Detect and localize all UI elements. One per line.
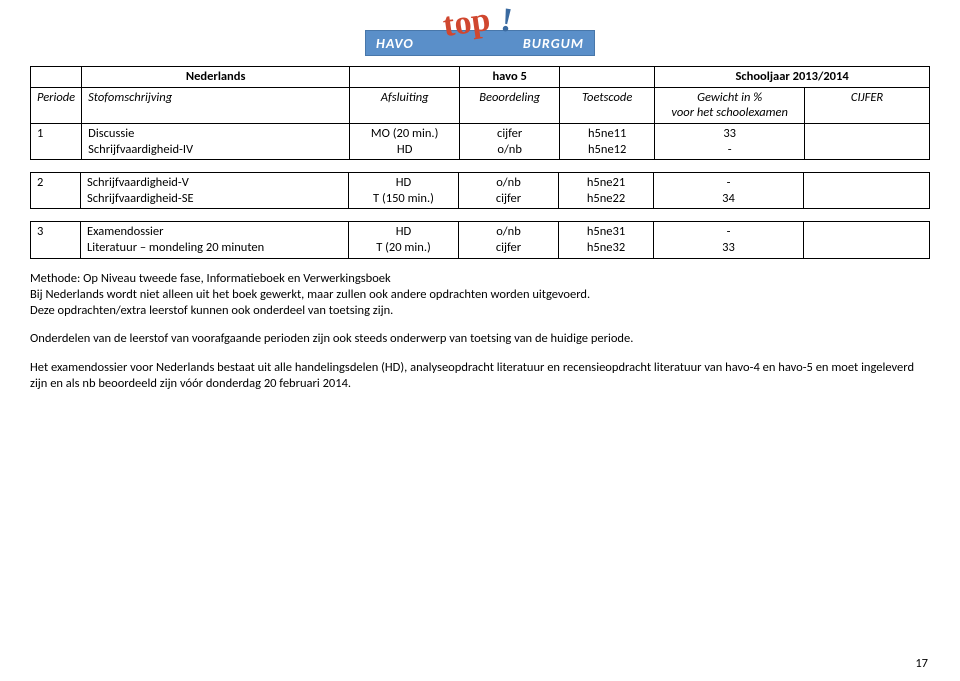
cell-toetscode: h5ne32 (587, 240, 625, 255)
logo-right-text: BURGUM (523, 35, 584, 52)
cell-afsluiting: T (150 min.) (373, 191, 434, 206)
note-line: Onderdelen van de leerstof van voorafgaa… (30, 331, 633, 346)
period-2-table: 2 Schrijfvaardigheid-V Schrijfvaardighei… (30, 172, 930, 209)
cell-gewicht: - (727, 224, 731, 239)
schoolyear-title: Schooljaar 2013/2014 (655, 67, 930, 88)
cell-beoordeling: cijfer (496, 240, 521, 255)
table-row: 3 Examendossier Literatuur – mondeling 2… (31, 222, 930, 258)
cell-toetscode: h5ne31 (587, 224, 625, 239)
subject-title: Nederlands (82, 67, 350, 88)
level-title: havo 5 (460, 67, 560, 88)
cell-beoordeling: cijfer (496, 191, 521, 206)
notes-section: Methode: Op Niveau tweede fase, Informat… (30, 271, 930, 393)
col-gewicht-line2: voor het schoolexamen (671, 105, 788, 120)
col-beoordeling: Beoordeling (479, 90, 540, 105)
table-row: 1 Discussie Schrijfvaardigheid-IV MO (20… (31, 123, 930, 159)
col-toetscode: Toetscode (582, 90, 632, 105)
cell-stof: Schrijfvaardigheid-IV (88, 142, 193, 157)
column-header-row: Periode Stofomschrijving Afsluiting Beoo… (31, 87, 930, 123)
cell-beoordeling: o/nb (496, 175, 521, 190)
note-line: Bij Nederlands wordt niet alleen uit het… (30, 287, 590, 302)
cell-toetscode: h5ne12 (588, 142, 626, 157)
header-table: Nederlands havo 5 Schooljaar 2013/2014 P… (30, 66, 930, 160)
col-cijfer: CIJFER (851, 90, 883, 105)
cell-gewicht: - (727, 175, 731, 190)
logo-left-text: HAVO (376, 35, 414, 52)
notes-paragraph: Het examendossier voor Nederlands bestaa… (30, 360, 930, 393)
cell-gewicht: 33 (723, 126, 736, 141)
cell-toetscode: h5ne22 (587, 191, 625, 206)
col-stof: Stofomschrijving (88, 90, 172, 105)
cell-toetscode: h5ne21 (587, 175, 625, 190)
cell-afsluiting: T (20 min.) (376, 240, 431, 255)
cell-beoordeling: o/nb (496, 224, 521, 239)
cell-afsluiting: MO (20 min.) (371, 126, 438, 141)
note-line: Deze opdrachten/extra leerstof kunnen oo… (30, 303, 393, 318)
cell-stof: Examendossier (87, 224, 163, 239)
notes-paragraph: Onderdelen van de leerstof van voorafgaa… (30, 331, 930, 347)
col-gewicht-line1: Gewicht in % (697, 90, 762, 105)
cell-afsluiting: HD (397, 142, 412, 157)
logo-top-text: top (441, 1, 493, 45)
cell-periode: 2 (37, 175, 43, 190)
note-line: Het examendossier voor Nederlands bestaa… (30, 360, 914, 391)
cell-beoordeling: o/nb (497, 142, 522, 157)
cell-beoordeling: cijfer (497, 126, 522, 141)
cell-toetscode: h5ne11 (588, 126, 626, 141)
cell-afsluiting: HD (396, 175, 411, 190)
page-number: 17 (915, 656, 928, 671)
title-row: Nederlands havo 5 Schooljaar 2013/2014 (31, 67, 930, 88)
school-logo: HAVO BURGUM top ! (365, 8, 595, 60)
cell-stof: Schrijfvaardigheid-SE (87, 191, 194, 206)
cell-stof: Schrijfvaardigheid-V (87, 175, 189, 190)
notes-paragraph: Methode: Op Niveau tweede fase, Informat… (30, 271, 930, 320)
cell-gewicht: 33 (722, 240, 735, 255)
cell-periode: 3 (37, 224, 43, 239)
col-afsluiting: Afsluiting (381, 90, 429, 105)
cell-gewicht: - (728, 142, 732, 157)
cell-stof: Discussie (88, 126, 134, 141)
cell-periode: 1 (37, 126, 43, 141)
table-row: 2 Schrijfvaardigheid-V Schrijfvaardighei… (31, 173, 930, 209)
col-periode: Periode (37, 90, 75, 105)
period-3-table: 3 Examendossier Literatuur – mondeling 2… (30, 221, 930, 258)
cell-afsluiting: HD (396, 224, 411, 239)
note-line: Methode: Op Niveau tweede fase, Informat… (30, 271, 391, 286)
cell-stof: Literatuur – mondeling 20 minuten (87, 240, 264, 255)
cell-gewicht: 34 (722, 191, 735, 206)
